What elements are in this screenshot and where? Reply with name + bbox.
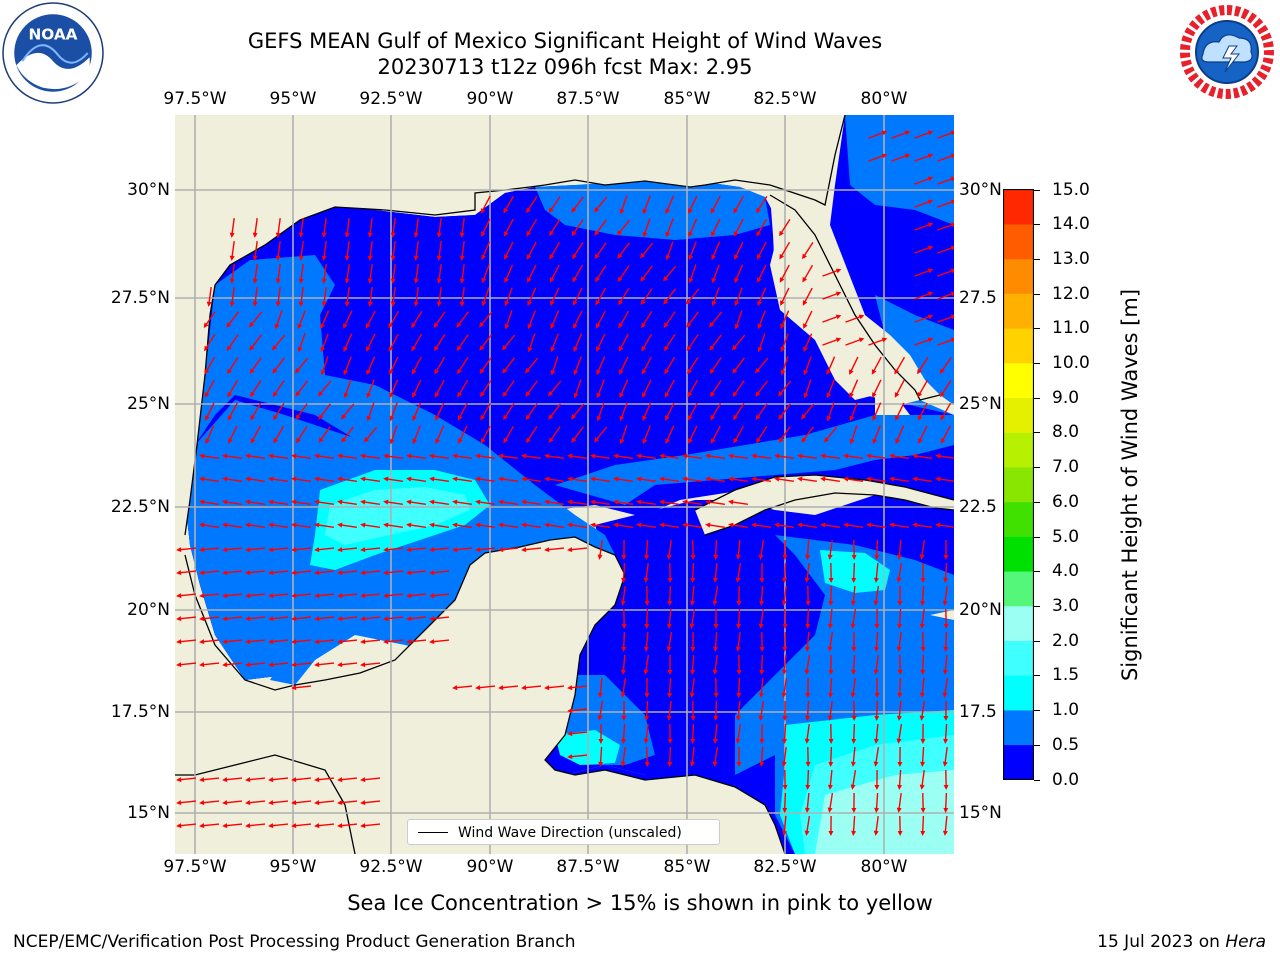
colorbar-segment (1003, 536, 1034, 572)
lon-tick-top: 80°W (860, 89, 908, 109)
lat-tick-right: 27.5 (959, 288, 997, 308)
sea-ice-note: Sea Ice Concentration > 15% is shown in … (347, 891, 933, 915)
footer-machine: Hera (1225, 932, 1266, 952)
cuba (695, 475, 954, 535)
footer-credit: NCEP/EMC/Verification Post Processing Pr… (13, 932, 576, 952)
wave-height-map (175, 115, 954, 854)
colorbar-tick-label: 9.0 (1052, 387, 1080, 408)
colorbar-tick-label: 11.0 (1052, 318, 1090, 339)
lat-tick-left: 22.5°N (110, 497, 170, 517)
lat-tick-left: 17.5°N (110, 702, 170, 722)
lat-tick-right: 15°N (959, 803, 1002, 823)
lat-tick-left: 25°N (127, 394, 170, 414)
colorbar-segment (1003, 501, 1034, 537)
lat-tick-left: 20°N (127, 600, 170, 620)
lon-tick-top: 90°W (466, 89, 514, 109)
colorbar-segment (1003, 258, 1034, 294)
lon-tick-bottom: 80°W (860, 857, 908, 877)
legend-label: Wind Wave Direction (unscaled) (458, 825, 682, 841)
lat-tick-right: 20°N (959, 600, 1002, 620)
lon-tick-bottom: 97.5°W (163, 857, 227, 877)
lon-tick-bottom: 95°W (269, 857, 317, 877)
colorbar-tick-label: 3.0 (1052, 595, 1080, 616)
lon-tick-top: 97.5°W (163, 89, 227, 109)
florida (770, 195, 920, 405)
colorbar-tick-label: 0.5 (1052, 734, 1080, 755)
colorbar-tick-label: 0.0 (1052, 769, 1080, 790)
colorbar-tick-label: 1.5 (1052, 665, 1080, 686)
svg-text:NOAA: NOAA (28, 26, 77, 44)
lon-tick-top: 92.5°W (359, 89, 423, 109)
colorbar-tick-label: 4.0 (1052, 561, 1080, 582)
colorbar-segment (1003, 710, 1034, 746)
colorbar-tick-label: 8.0 (1052, 422, 1080, 443)
chart-title: GEFS MEAN Gulf of Mexico Significant Hei… (247, 29, 883, 53)
colorbar-tick-label: 15.0 (1052, 179, 1090, 200)
lon-tick-top: 82.5°W (753, 89, 817, 109)
chart-subtitle-run: 20230713 t12z 096h fcst Max: 2.95 (377, 55, 753, 79)
colorbar-segment (1003, 363, 1034, 399)
lat-tick-left: 27.5°N (110, 288, 170, 308)
lat-tick-left: 30°N (127, 180, 170, 200)
lon-tick-top: 87.5°W (556, 89, 620, 109)
colorbar-title: Significant Height of Wind Waves [m] (1118, 288, 1142, 682)
lat-tick-right: 25°N (959, 394, 1002, 414)
colorbar-tick-label: 12.0 (1052, 283, 1090, 304)
map-legend: Wind Wave Direction (unscaled) (407, 819, 720, 845)
footer-date-text: 15 Jul 2023 on (1097, 932, 1226, 952)
colorbar-tick-label: 1.0 (1052, 700, 1080, 721)
colorbar-segment (1003, 328, 1034, 364)
lon-tick-bottom: 85°W (663, 857, 711, 877)
colorbar-tick-label: 2.0 (1052, 630, 1080, 651)
colorbar-segment (1003, 224, 1034, 260)
colorbar-segment (1003, 744, 1034, 780)
nws-logo-icon (1179, 4, 1275, 100)
lon-tick-bottom: 92.5°W (359, 857, 423, 877)
lat-tick-left: 15°N (127, 803, 170, 823)
lon-tick-top: 95°W (269, 89, 317, 109)
lon-tick-bottom: 82.5°W (753, 857, 817, 877)
colorbar-segment (1003, 605, 1034, 641)
lat-tick-right: 17.5 (959, 702, 997, 722)
colorbar-tick-label: 5.0 (1052, 526, 1080, 547)
footer-date: 15 Jul 2023 on Hera (1097, 932, 1266, 952)
colorbar-segment (1003, 189, 1034, 225)
colorbar-tick-label: 6.0 (1052, 491, 1080, 512)
colorbar-segment (1003, 640, 1034, 676)
lat-tick-right: 30°N (959, 180, 1002, 200)
colorbar-segment (1003, 467, 1034, 503)
lat-tick-right: 22.5 (959, 497, 997, 517)
colorbar-segment (1003, 397, 1034, 433)
colorbar-segment (1003, 432, 1034, 468)
colorbar-segment (1003, 293, 1034, 329)
colorbar-tick-label: 14.0 (1052, 214, 1090, 235)
colorbar-tick-label: 13.0 (1052, 248, 1090, 269)
colorbar-segment (1003, 571, 1034, 607)
colorbar (1003, 189, 1034, 780)
colorbar-tick-label: 10.0 (1052, 353, 1090, 374)
lon-tick-bottom: 90°W (466, 857, 514, 877)
colorbar-segment (1003, 675, 1034, 711)
noaa-logo-icon: NOAA (2, 2, 104, 104)
colorbar-tick-label: 7.0 (1052, 457, 1080, 478)
lon-tick-bottom: 87.5°W (556, 857, 620, 877)
us-gulf-coast (175, 115, 954, 545)
wind-wave-arrows (176, 130, 954, 836)
legend-line-icon (418, 832, 448, 833)
lon-tick-top: 85°W (663, 89, 711, 109)
